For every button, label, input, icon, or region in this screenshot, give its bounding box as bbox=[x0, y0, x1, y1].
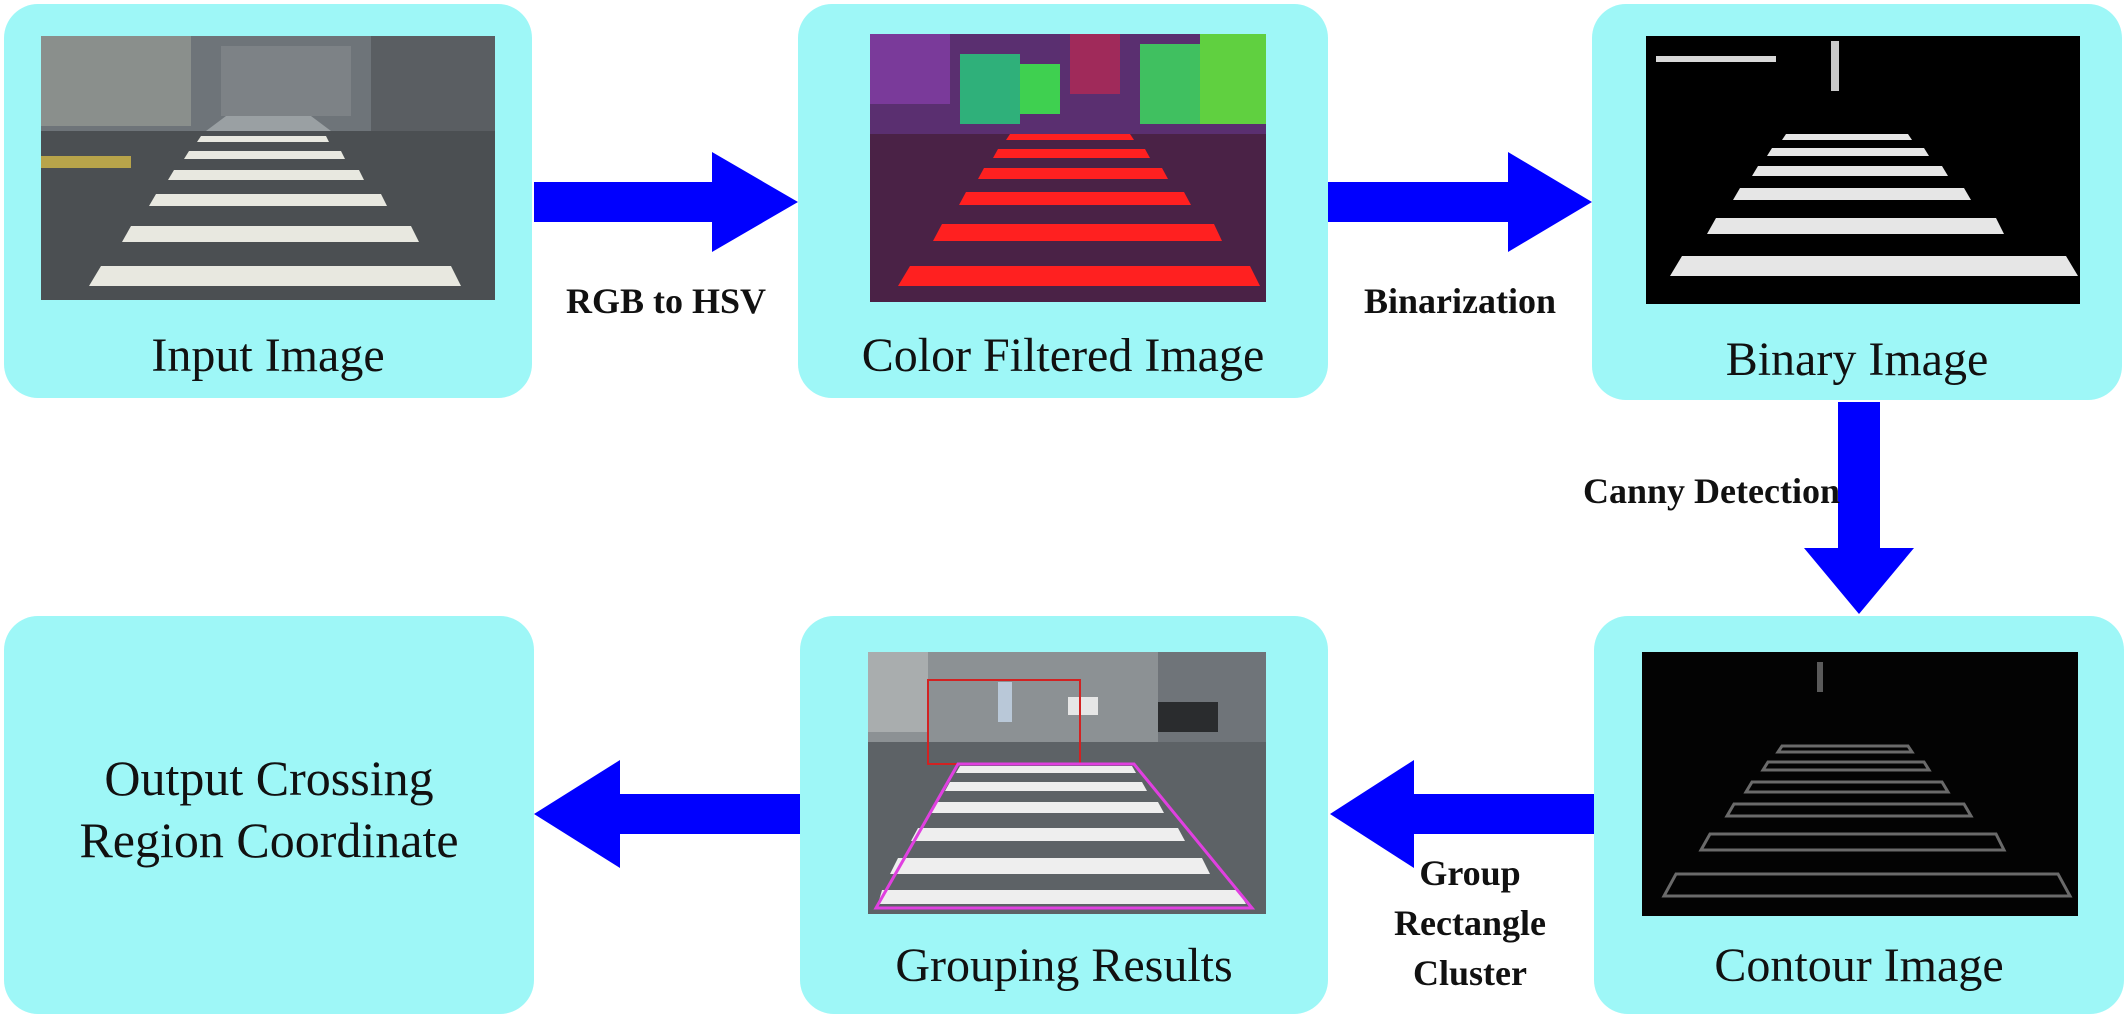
color-filtered-thumbnail bbox=[870, 34, 1266, 302]
grouping-results-thumbnail bbox=[868, 652, 1266, 914]
output-node: Output Crossing Region Coordinate bbox=[4, 616, 534, 1014]
binarization-label: Binarization bbox=[1363, 281, 1556, 321]
color-filtered-node: Color Filtered Image bbox=[798, 4, 1328, 398]
rectangle-label: Rectangle bbox=[1394, 903, 1546, 943]
output-label-line1: Output Crossing bbox=[104, 750, 434, 806]
rgb-to-hsv-label: RGB to HSV bbox=[565, 281, 767, 321]
group-label: Group bbox=[1419, 853, 1521, 893]
arrow-left-icon bbox=[1330, 760, 1594, 868]
grouping-results-node: Grouping Results bbox=[800, 616, 1328, 1014]
output-label-line2: Region Coordinate bbox=[79, 812, 459, 868]
binary-image-label: Binary Image bbox=[1725, 333, 1989, 386]
binary-image-thumbnail bbox=[1646, 36, 2080, 304]
input-image-thumbnail bbox=[41, 36, 495, 300]
cluster-label: Cluster bbox=[1413, 953, 1527, 993]
arrow-right-icon bbox=[1328, 152, 1592, 252]
binary-image-node: Binary Image bbox=[1592, 4, 2122, 400]
arrow-left-icon bbox=[534, 760, 800, 868]
contour-image-thumbnail bbox=[1642, 652, 2078, 916]
arrow-right-icon bbox=[534, 152, 798, 252]
contour-image-label: Contour Image bbox=[1714, 939, 2004, 992]
input-image-label: Input Image bbox=[151, 329, 385, 382]
arrow-down-icon bbox=[1804, 402, 1914, 614]
color-filtered-label: Color Filtered Image bbox=[861, 329, 1265, 382]
contour-image-node: Contour Image bbox=[1594, 616, 2124, 1014]
canny-detection-label: Canny Detection bbox=[1583, 471, 1840, 511]
input-image-node: Input Image bbox=[4, 4, 532, 398]
grouping-results-label: Grouping Results bbox=[895, 939, 1233, 992]
